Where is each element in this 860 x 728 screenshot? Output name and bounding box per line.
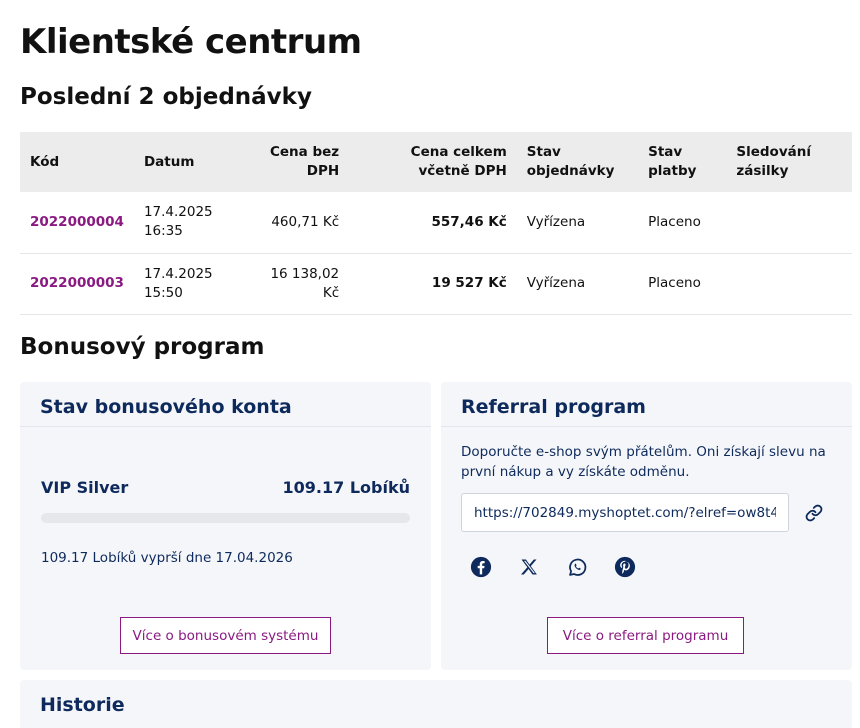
bonus-account-card: Stav bonusového konta VIP Silver 109.17 … [20,382,431,670]
col-header-price-total: Cena celkem včetně DPH [410,144,507,179]
order-date-cell: 17.4.2025 16:35 [133,192,245,254]
order-time: 16:35 [143,223,183,240]
order-date-cell: 17.4.2025 15:50 [133,253,245,315]
bonus-more-button[interactable]: Více o bonusovém systému [120,617,331,654]
table-row: 2022000004 17.4.2025 16:35 460,71 Kč 557,… [20,192,852,254]
facebook-icon[interactable] [469,555,493,579]
order-code-cell: 2022000004 [20,192,134,254]
pinterest-icon[interactable] [613,555,637,579]
payment-state: Placeno [638,253,727,315]
orders-header-row: Kód Datum Cena bez DPH Cena celkem včetn… [20,132,852,192]
referral-description: Doporučte e-shop svým přátelům. Oni získ… [461,444,826,480]
col-header-price-no-vat: Cena bez DPH [269,144,340,179]
x-icon[interactable] [517,555,541,579]
tracking [726,253,852,315]
col-header-tracking: Sledování zásilky [736,144,811,179]
col-header-date: Datum [143,153,195,170]
order-code-link[interactable]: 2022000004 [30,213,124,230]
table-row: 2022000003 17.4.2025 15:50 16 138,02 Kč 1… [20,253,852,315]
orders-table: Kód Datum Cena bez DPH Cena celkem včetn… [20,132,852,315]
order-time: 15:50 [143,284,183,301]
copy-link-icon[interactable] [803,502,825,524]
referral-link-input[interactable] [461,493,789,532]
order-code-cell: 2022000003 [20,253,134,315]
payment-state: Placeno [638,192,727,254]
order-date: 17.4.2025 [143,204,213,221]
referral-title: Referral program [461,396,646,418]
order-price-no-vat: 16 138,02 Kč [244,253,350,315]
history-title: Historie [40,694,125,716]
orders-section-title: Poslední 2 objednávky [20,84,312,110]
referral-card: Referral program Doporučte e-shop svým p… [441,382,852,670]
col-header-payment-state: Stav platby [648,144,697,179]
order-price-total: 19 527 Kč [349,253,517,315]
order-state: Vyřízena [516,253,639,315]
points-expire-note: 109.17 Lobíků vyprší dne 17.04.2026 [41,550,293,566]
divider [20,426,431,427]
divider [441,426,852,427]
referral-more-button[interactable]: Více o referral programu [547,617,744,654]
order-price-total: 557,46 Kč [349,192,517,254]
bonus-progress-bar [41,513,410,523]
bonus-account-title: Stav bonusového konta [40,396,292,418]
history-card: Historie [20,680,852,728]
order-state: Vyřízena [516,192,639,254]
whatsapp-icon[interactable] [565,555,589,579]
bonus-section-title: Bonusový program [20,334,265,360]
bonus-level-name: VIP Silver [41,478,129,497]
col-header-order-state: Stav objednávky [526,144,615,179]
order-price-no-vat: 460,71 Kč [244,192,350,254]
bonus-points: 109.17 Lobíků [282,478,410,497]
order-date: 17.4.2025 [143,265,213,282]
col-header-code: Kód [30,153,60,170]
page-title: Klientské centrum [20,22,362,62]
share-icons [469,555,637,579]
tracking [726,192,852,254]
order-code-link[interactable]: 2022000003 [30,275,124,291]
